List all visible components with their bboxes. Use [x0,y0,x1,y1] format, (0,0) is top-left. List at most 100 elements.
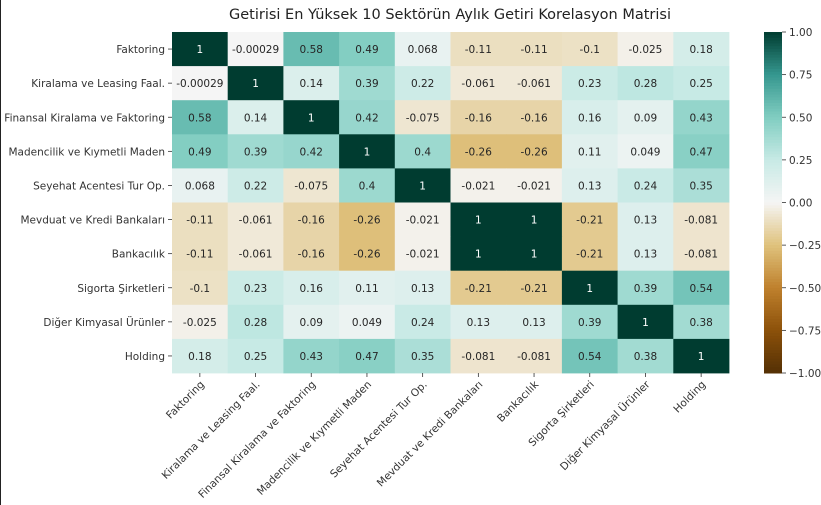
cell-value-label: -0.00029 [232,44,279,56]
cell-value-label: 1 [364,146,371,158]
colorbar-gradient-segment [764,273,782,277]
heatmap-cell [227,304,284,340]
colorbar-gradient-segment [764,304,782,309]
cell-value-label: 0.39 [355,78,378,90]
colorbar-gradient-segment [764,49,782,53]
colorbar-gradient-segment [764,353,782,357]
colorbar-gradient-segment [764,202,782,206]
cell-value-label: -0.021 [517,180,551,192]
cell-value-label: 0.23 [578,78,601,90]
cell-value-label: 0.068 [185,180,215,192]
colorbar-gradient-segment [764,327,782,331]
colorbar-gradient-segment [764,139,782,144]
colorbar-gradient-segment [764,117,782,121]
x-tick-label-bankacilik: Bankacılık [495,378,542,425]
heatmap-cell [339,168,396,203]
cell-value-label: 0.54 [689,283,713,295]
colorbar-gradient-segment [764,165,782,169]
colorbar-gradient-segment [764,225,782,229]
colorbar-gradient-segment [764,321,782,326]
colorbar-tick-label: −0.25 [789,240,821,252]
heatmap-cell [172,202,229,237]
cell-value-label: -0.26 [353,215,380,227]
colorbar-gradient-segment [764,37,782,42]
heatmap-cell [506,270,563,306]
heatmap-cell [394,66,451,101]
heatmap-cell [617,134,674,169]
chart-title: Getirisi En Yüksek 10 Sektörün Aylık Get… [229,7,671,23]
colorbar-gradient-segment [764,301,782,306]
colorbar-gradient-segment [764,122,782,127]
colorbar-gradient-segment [764,310,782,314]
heatmap-cell [506,100,563,135]
cell-value-label: 0.18 [188,351,211,363]
colorbar-gradient-segment [764,276,782,280]
colorbar-gradient-segment [764,265,782,269]
cell-value-label: -0.081 [684,215,718,227]
heatmap-cell [617,270,674,306]
colorbar-gradient-segment [764,162,782,167]
cell-value-label: -0.021 [406,249,440,261]
heatmap-cell [450,338,507,374]
heatmap-cell [227,236,284,272]
colorbar-gradient-segment [764,34,782,39]
colorbar-gradient-segment [764,74,782,78]
colorbar-gradient-segment [764,293,782,297]
cell-value-label: -0.21 [465,283,492,295]
colorbar-gradient-segment [764,307,782,311]
heatmap-cell [450,32,507,67]
y-tick-labels: Faktoring Kiralama ve Leasing Faal. Finans… [4,44,172,363]
cell-value-label: -0.21 [576,249,603,261]
heatmap-cell [506,134,563,169]
cell-value-label: -0.16 [298,249,325,261]
y-tick-label-holding: Holding [125,351,165,363]
cell-value-label: -0.025 [183,317,217,329]
cell-value-label: 0.09 [634,112,657,124]
heatmap-cell [450,168,507,203]
colorbar-gradient-segment [764,259,782,263]
heatmap-cell [394,236,451,272]
y-tick-label-faktoring: Faktoring [116,44,165,56]
cell-value-label: -0.26 [353,249,380,261]
heatmap-cell [227,168,284,203]
heatmap-cell [617,304,674,340]
colorbar-gradient-segment [764,284,782,289]
colorbar-gradient-segment [764,213,782,218]
cell-value-label: 0.11 [355,283,378,295]
cell-value-label: 0.47 [689,146,712,158]
colorbar: 1.00 0.75 0.50 0.25 0.00 −0.25 −0.50 −0.75 −1.00 [764,27,821,380]
colorbar-gradient-segment [764,279,782,283]
colorbar-gradient-segment [764,205,782,209]
colorbar-gradient-segment [764,330,782,334]
colorbar-gradient-segment [764,211,782,215]
colorbar-gradient-segment [764,71,782,76]
cell-value-label: 1 [475,249,482,261]
colorbar-gradient-segment [764,341,782,346]
cell-value-label: 0.43 [300,351,323,363]
cell-value-label: 1 [698,351,705,363]
x-tick-label-mevduat-ve-kredi-bankalari: Mevduat ve Kredi Bankaları [375,379,486,490]
cell-value-label: 0.049 [352,317,382,329]
colorbar-gradient-segment [764,145,782,150]
cell-value-label: -0.21 [576,215,603,227]
cell-value-label: 0.38 [689,317,712,329]
colorbar-gradient-segment [764,350,782,354]
heatmap-cell [172,304,229,340]
heatmap-cell [506,66,563,101]
colorbar-gradient-segment [764,179,782,184]
heatmap-cell [283,236,340,272]
x-tick-label-holding: Holding [671,379,708,416]
cell-value-label: -0.26 [465,146,492,158]
y-tick-label-seyehat-acentesi-tur-op: Seyehat Acentesi Tur Op. [33,180,165,192]
heatmap-cell [450,100,507,135]
colorbar-gradient-segment [764,66,782,70]
cell-value-label: 0.24 [634,180,658,192]
cell-value-label: -0.061 [461,78,495,90]
x-tick-label-madencilik-ve-kiymetli-maden: Madencilik ve Kıymetli Maden [255,379,374,498]
colorbar-gradient-segment [764,367,782,371]
colorbar-gradient-segment [764,338,782,343]
cell-value-label: -0.061 [239,249,273,261]
colorbar-gradient-segment [764,336,782,340]
heatmap-cell [394,100,451,135]
heatmap-cell [227,134,284,169]
